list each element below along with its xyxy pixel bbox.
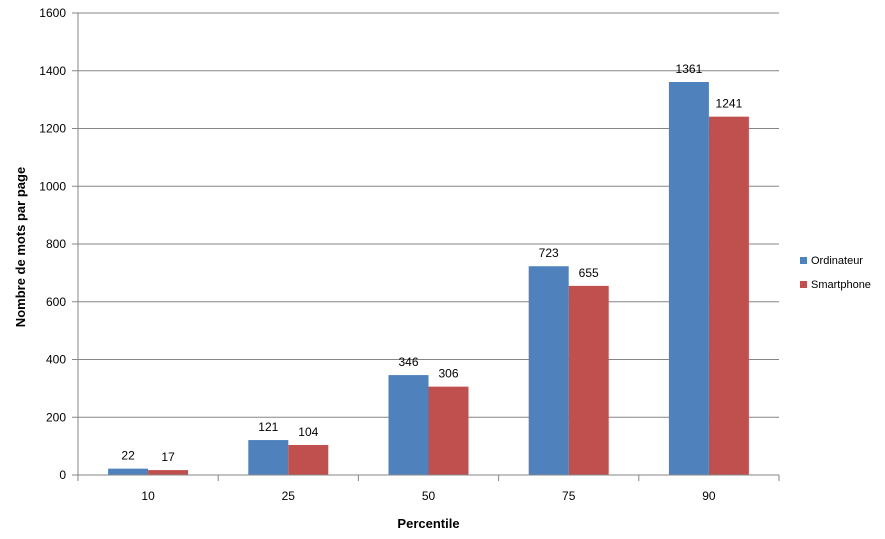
y-tick-label: 1600 <box>39 6 66 20</box>
x-tick-label: 90 <box>702 489 716 503</box>
bar-smartphone <box>708 116 749 475</box>
bar-ordinateur <box>108 468 149 475</box>
data-label: 17 <box>161 450 175 464</box>
y-tick-label: 1400 <box>39 64 66 78</box>
bar-ordinateur <box>248 440 289 475</box>
data-label: 723 <box>539 246 559 260</box>
data-label: 104 <box>298 425 318 439</box>
gridlines <box>78 12 779 418</box>
y-tick-label: 1200 <box>39 122 66 136</box>
bar-smartphone <box>148 470 189 475</box>
data-label: 121 <box>258 420 278 434</box>
bar-ordinateur <box>668 82 709 475</box>
x-tick-label: 10 <box>141 489 155 503</box>
legend-swatch-smartphone <box>800 281 807 288</box>
x-tick-label: 50 <box>422 489 436 503</box>
bar-ordinateur <box>388 375 429 475</box>
y-tick-label: 200 <box>46 410 66 424</box>
bar-smartphone <box>568 285 609 475</box>
data-label: 306 <box>438 367 458 381</box>
bars <box>108 82 749 475</box>
bar-ordinateur <box>528 266 569 475</box>
x-tick-label: 75 <box>562 489 576 503</box>
legend-label-ordinateur: Ordinateur <box>811 255 863 267</box>
data-labels: 22 17 121 104 346 306 723 655 1361 1241 <box>121 62 742 464</box>
y-tick-label: 400 <box>46 353 66 367</box>
legend-swatch-ordinateur <box>800 257 807 264</box>
y-tick-label: 600 <box>46 295 66 309</box>
legend-label-smartphone: Smartphone <box>811 279 871 291</box>
x-axis-title: Percentile <box>397 516 459 531</box>
y-tick-label: 800 <box>46 237 66 251</box>
bar-smartphone <box>428 386 469 475</box>
data-label: 346 <box>398 355 418 369</box>
axes: 0 200 400 600 800 1000 1200 1400 1600 10 25 50 75 90 <box>39 6 780 503</box>
data-label: 655 <box>579 266 599 280</box>
y-axis-title: Nombre de mots par page <box>13 167 28 327</box>
x-tick-label: 25 <box>282 489 296 503</box>
data-label: 1361 <box>676 62 703 76</box>
data-label: 1241 <box>716 97 743 111</box>
legend: Ordinateur Smartphone <box>800 255 871 291</box>
bar-smartphone <box>288 444 329 475</box>
y-tick-label: 1000 <box>39 179 66 193</box>
y-tick-label: 0 <box>59 468 66 482</box>
data-label: 22 <box>121 449 135 463</box>
